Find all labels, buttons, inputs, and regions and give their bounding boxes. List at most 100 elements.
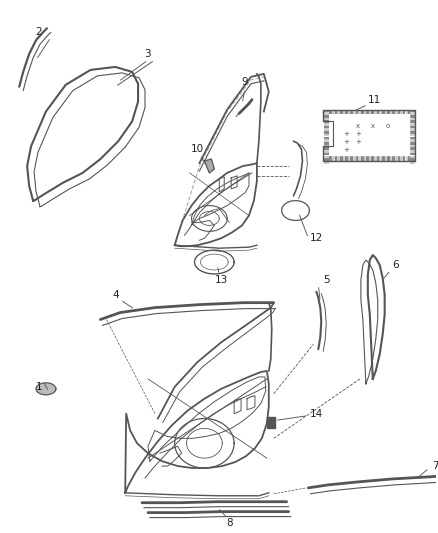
Polygon shape bbox=[410, 156, 414, 158]
Polygon shape bbox=[324, 136, 328, 139]
Bar bbox=[266, 417, 274, 429]
Text: +: + bbox=[354, 131, 360, 138]
Polygon shape bbox=[336, 156, 339, 161]
Polygon shape bbox=[378, 109, 381, 115]
Polygon shape bbox=[407, 109, 410, 115]
Text: 9: 9 bbox=[241, 77, 248, 87]
Polygon shape bbox=[329, 109, 331, 115]
Polygon shape bbox=[324, 156, 328, 158]
Text: o: o bbox=[385, 123, 389, 130]
Polygon shape bbox=[410, 150, 414, 153]
Text: 8: 8 bbox=[225, 518, 232, 528]
Polygon shape bbox=[324, 118, 328, 120]
Text: +: + bbox=[343, 147, 348, 153]
Polygon shape bbox=[363, 109, 365, 115]
Polygon shape bbox=[410, 118, 414, 120]
Polygon shape bbox=[399, 109, 402, 115]
Text: 5: 5 bbox=[322, 275, 329, 285]
Polygon shape bbox=[410, 142, 414, 144]
Polygon shape bbox=[410, 115, 414, 117]
Polygon shape bbox=[376, 156, 378, 161]
Polygon shape bbox=[397, 109, 399, 115]
Polygon shape bbox=[410, 134, 414, 136]
Polygon shape bbox=[324, 145, 328, 147]
Polygon shape bbox=[324, 115, 328, 117]
Polygon shape bbox=[324, 109, 328, 112]
Polygon shape bbox=[360, 109, 363, 115]
Polygon shape bbox=[368, 156, 371, 161]
Polygon shape bbox=[405, 109, 407, 115]
Polygon shape bbox=[326, 156, 328, 161]
Polygon shape bbox=[352, 156, 355, 161]
Polygon shape bbox=[324, 161, 328, 164]
Polygon shape bbox=[373, 109, 376, 115]
Polygon shape bbox=[363, 156, 365, 161]
Polygon shape bbox=[334, 156, 336, 161]
Polygon shape bbox=[324, 156, 326, 161]
Polygon shape bbox=[373, 156, 376, 161]
Polygon shape bbox=[336, 109, 339, 115]
Polygon shape bbox=[410, 139, 414, 142]
Polygon shape bbox=[410, 131, 414, 134]
Polygon shape bbox=[324, 126, 328, 128]
Polygon shape bbox=[347, 109, 350, 115]
Polygon shape bbox=[326, 109, 328, 115]
Text: 13: 13 bbox=[214, 275, 227, 285]
Polygon shape bbox=[410, 120, 414, 123]
Polygon shape bbox=[347, 156, 350, 161]
Polygon shape bbox=[350, 109, 352, 115]
Polygon shape bbox=[355, 156, 357, 161]
Polygon shape bbox=[405, 156, 407, 161]
Polygon shape bbox=[365, 109, 368, 115]
Polygon shape bbox=[324, 142, 328, 144]
Polygon shape bbox=[324, 123, 328, 126]
Polygon shape bbox=[384, 109, 386, 115]
Text: 4: 4 bbox=[112, 290, 118, 300]
Polygon shape bbox=[413, 109, 415, 115]
Polygon shape bbox=[386, 156, 389, 161]
Polygon shape bbox=[410, 109, 413, 115]
Polygon shape bbox=[410, 148, 414, 150]
Text: +: + bbox=[343, 139, 348, 145]
Polygon shape bbox=[324, 134, 328, 136]
Polygon shape bbox=[324, 148, 328, 150]
Polygon shape bbox=[350, 156, 352, 161]
Polygon shape bbox=[392, 156, 394, 161]
Polygon shape bbox=[355, 109, 357, 115]
Polygon shape bbox=[413, 156, 415, 161]
Text: 10: 10 bbox=[191, 144, 204, 154]
Polygon shape bbox=[329, 156, 331, 161]
Polygon shape bbox=[324, 109, 326, 115]
Polygon shape bbox=[410, 156, 413, 161]
Polygon shape bbox=[389, 109, 392, 115]
Polygon shape bbox=[36, 383, 56, 395]
Polygon shape bbox=[339, 109, 342, 115]
Polygon shape bbox=[378, 156, 381, 161]
Polygon shape bbox=[392, 109, 394, 115]
Polygon shape bbox=[360, 156, 363, 161]
Polygon shape bbox=[407, 156, 410, 161]
Polygon shape bbox=[352, 109, 355, 115]
Polygon shape bbox=[357, 109, 360, 115]
Text: +: + bbox=[354, 139, 360, 145]
Polygon shape bbox=[371, 156, 373, 161]
Polygon shape bbox=[384, 156, 386, 161]
Polygon shape bbox=[381, 109, 384, 115]
Polygon shape bbox=[410, 161, 414, 164]
Polygon shape bbox=[357, 156, 360, 161]
Polygon shape bbox=[368, 109, 371, 115]
Polygon shape bbox=[402, 109, 405, 115]
Polygon shape bbox=[365, 156, 368, 161]
Polygon shape bbox=[344, 156, 347, 161]
Polygon shape bbox=[397, 156, 399, 161]
Polygon shape bbox=[204, 159, 214, 173]
Polygon shape bbox=[410, 126, 414, 128]
Text: +: + bbox=[343, 131, 348, 138]
Polygon shape bbox=[324, 112, 328, 115]
Polygon shape bbox=[371, 109, 373, 115]
Polygon shape bbox=[410, 112, 414, 115]
Polygon shape bbox=[410, 136, 414, 139]
Text: x: x bbox=[355, 123, 359, 130]
Polygon shape bbox=[402, 156, 405, 161]
Text: 7: 7 bbox=[431, 461, 438, 471]
